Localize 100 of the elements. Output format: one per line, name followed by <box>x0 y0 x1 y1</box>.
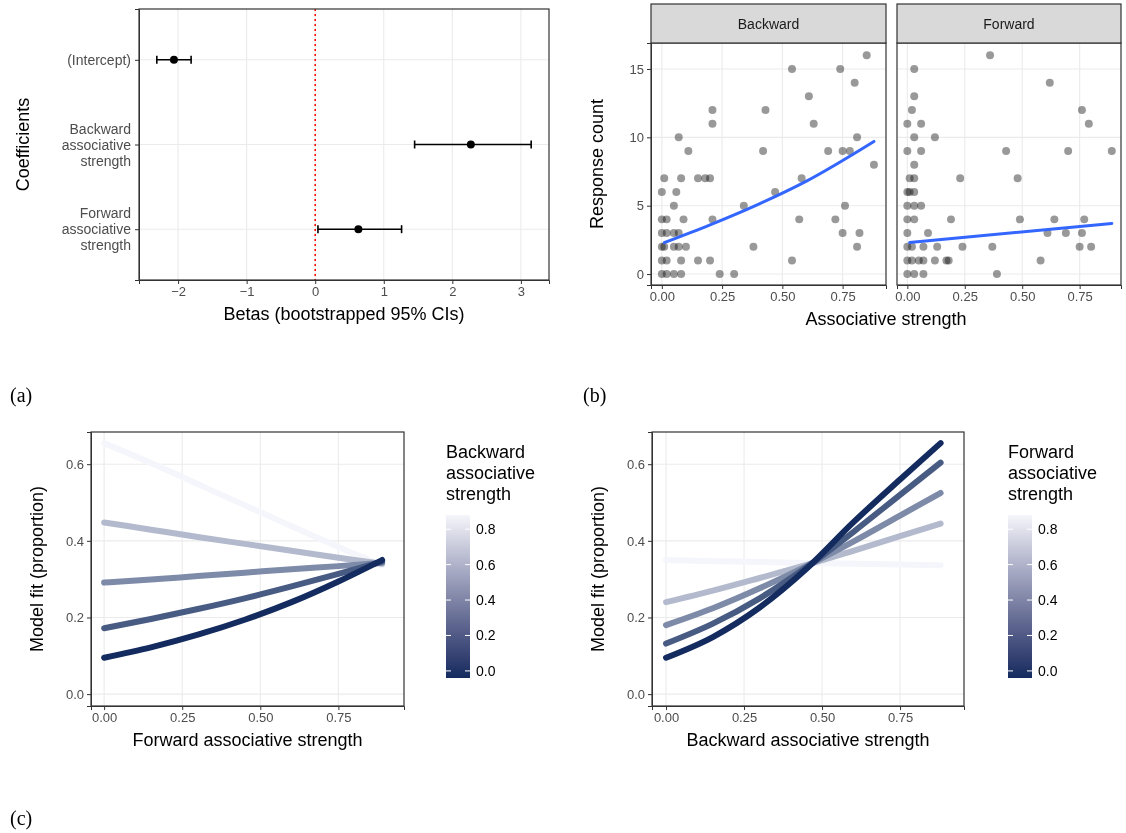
point <box>669 270 678 279</box>
point <box>853 242 862 251</box>
point <box>831 215 840 224</box>
point <box>910 270 919 279</box>
point <box>679 215 688 224</box>
point <box>681 242 690 251</box>
point <box>917 201 926 210</box>
point <box>910 215 919 224</box>
color-bar-title: Backward associative strength <box>446 442 536 504</box>
y-axis-title: Coefficients <box>13 97 33 192</box>
point <box>672 188 681 197</box>
x-tick-label: 3 <box>517 284 526 300</box>
y-tick-label: 10 <box>629 130 644 145</box>
x-tick-label: 2 <box>449 284 457 300</box>
point <box>674 242 683 251</box>
y-axis-title: Model fit (proportion) <box>27 485 47 653</box>
point <box>903 119 912 128</box>
color-bar-label: 0.0 <box>476 662 496 679</box>
point <box>917 147 926 155</box>
point <box>1075 242 1084 251</box>
color-bar-label: 0.8 <box>476 521 496 538</box>
point <box>1015 215 1024 224</box>
point <box>907 242 916 251</box>
point <box>1002 147 1011 155</box>
x-tick-label: 0.00 <box>653 710 680 726</box>
y-tick-label: 15 <box>629 61 644 77</box>
point <box>903 270 912 279</box>
point <box>1013 174 1022 183</box>
y-tick-label: (Intercept) <box>67 51 131 68</box>
y-tick-label: 0.4 <box>65 533 84 549</box>
point <box>838 229 847 238</box>
x-tick-label: 0.75 <box>326 710 352 726</box>
x-tick-label: 0.75 <box>887 710 914 726</box>
point <box>771 188 780 197</box>
point <box>1080 215 1089 224</box>
point <box>855 229 864 238</box>
y-axis-title: Model fit (proportion) <box>588 485 608 653</box>
y-tick-label: 0.6 <box>65 456 84 472</box>
x-tick-label: 0.50 <box>1010 289 1036 305</box>
point <box>988 242 997 251</box>
point <box>907 106 916 114</box>
text: (a) <box>10 384 33 407</box>
point <box>910 160 919 169</box>
point <box>1050 215 1059 224</box>
point <box>919 242 928 251</box>
y-tick-label: 0.2 <box>65 610 84 626</box>
point <box>933 242 942 251</box>
point <box>1045 78 1054 87</box>
point <box>930 133 939 142</box>
point <box>715 270 724 279</box>
point <box>1036 256 1045 265</box>
point <box>677 256 686 265</box>
point <box>662 229 671 238</box>
y-tick-label: 0.0 <box>626 686 645 702</box>
point <box>657 188 666 197</box>
point <box>739 201 748 210</box>
point <box>862 51 871 60</box>
chart-title: Forward <box>983 15 1035 32</box>
y-tick-label: 0 <box>636 266 644 282</box>
point <box>684 147 693 155</box>
point <box>836 65 845 73</box>
y-tick-label: 0.0 <box>65 686 84 702</box>
point <box>824 147 833 155</box>
point <box>910 92 919 101</box>
color-bar-label: 0.0 <box>1038 662 1058 679</box>
y-tick-label: Forward associative strength <box>61 205 132 254</box>
x-tick-label: 0.00 <box>649 289 675 305</box>
point <box>749 242 758 251</box>
x-tick-label: −1 <box>239 284 255 300</box>
point <box>809 119 818 128</box>
point <box>869 160 878 169</box>
point <box>910 201 919 210</box>
color-bar-title: Forward associative strength <box>1008 442 1098 504</box>
point <box>910 188 919 197</box>
point <box>903 229 912 238</box>
y-tick-label: 0.4 <box>626 533 645 549</box>
point <box>706 256 715 265</box>
point <box>930 256 939 265</box>
point <box>924 229 932 238</box>
point <box>677 174 686 183</box>
point <box>795 215 804 224</box>
point <box>1077 106 1086 114</box>
point <box>845 147 854 155</box>
point <box>903 147 912 155</box>
x-tick-label: 0.75 <box>830 289 856 305</box>
point <box>662 270 671 279</box>
y-tick-label: 5 <box>636 198 644 214</box>
point <box>804 92 813 101</box>
point <box>838 147 847 155</box>
point <box>1107 147 1116 155</box>
point <box>903 201 912 210</box>
x-axis-title: Backward associative strength <box>686 730 930 750</box>
x-tick-label: 0.50 <box>248 710 274 726</box>
point <box>903 215 912 224</box>
color-bar-label: 0.2 <box>476 627 496 644</box>
color-bar-label: 0.8 <box>1038 521 1058 538</box>
point <box>674 133 683 142</box>
x-tick-label: 1 <box>380 284 388 300</box>
point <box>853 133 862 142</box>
point <box>1061 229 1070 238</box>
